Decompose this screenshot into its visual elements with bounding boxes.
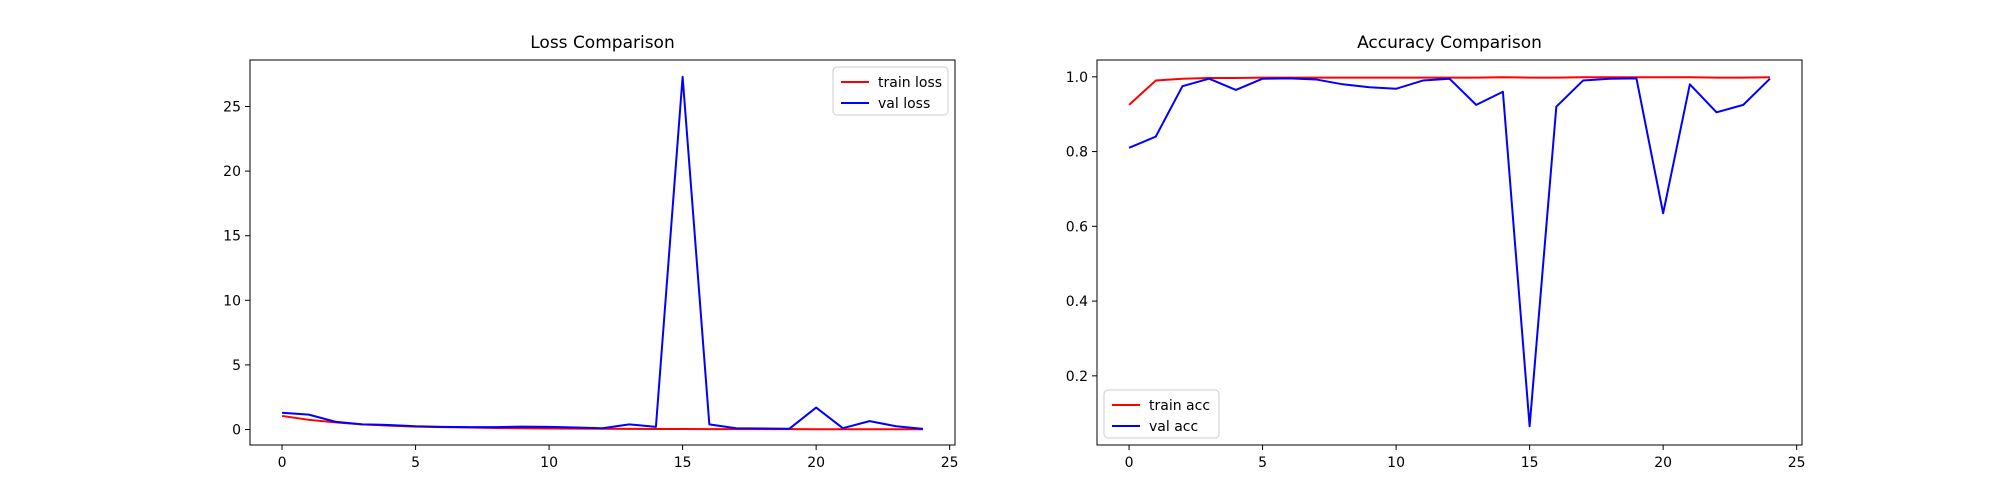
y-tick-label: 0.2 [1066,369,1088,385]
chart-title: Accuracy Comparison [1357,33,1542,53]
x-tick-label: 5 [411,455,420,471]
legend-label: train loss [878,75,942,91]
x-tick-label: 25 [941,455,959,471]
x-tick-label: 15 [674,455,692,471]
x-tick-label: 10 [540,455,558,471]
legend: train loss val loss [832,66,949,116]
series-line-val-acc [1128,77,1771,428]
x-tick-label: 20 [1654,455,1672,471]
x-tick-label: 5 [1258,455,1267,471]
x-tick-label: 15 [1521,455,1539,471]
x-tick-label: 25 [1788,455,1806,471]
y-tick-label: 0.4 [1066,294,1088,310]
x-tick-label: 0 [1125,455,1134,471]
x-tick-label: 20 [807,455,825,471]
chart-panel-0: Loss Comparison 0 5 10 15 20 25 0 5 10 15 20 25 train… [223,33,958,471]
x-tick-label: 10 [1387,455,1405,471]
legend-label: val acc [1149,419,1198,435]
chart-title: Loss Comparison [530,33,674,53]
legend-label: train acc [1149,398,1210,414]
legend-label: val loss [878,96,930,112]
axes-frame [249,59,956,446]
series-line-train-acc [1128,76,1770,106]
y-tick-label: 10 [223,293,241,309]
y-tick-label: 0 [232,422,241,438]
y-tick-label: 0.8 [1066,145,1088,161]
y-tick-label: 15 [223,229,241,245]
y-tick-label: 0.6 [1066,219,1088,235]
chart-panel-1: Accuracy Comparison 0 5 10 15 20 25 0.2 0.4 0.6 0.… [1066,33,1806,471]
legend: train acc val acc [1103,389,1220,439]
y-tick-label: 5 [232,358,241,374]
series-line-val-loss [281,75,924,430]
axes-frame [1096,59,1803,446]
y-tick-label: 1.0 [1066,70,1088,86]
x-tick-label: 0 [278,455,287,471]
y-tick-label: 25 [223,100,241,116]
y-tick-label: 20 [223,164,241,180]
